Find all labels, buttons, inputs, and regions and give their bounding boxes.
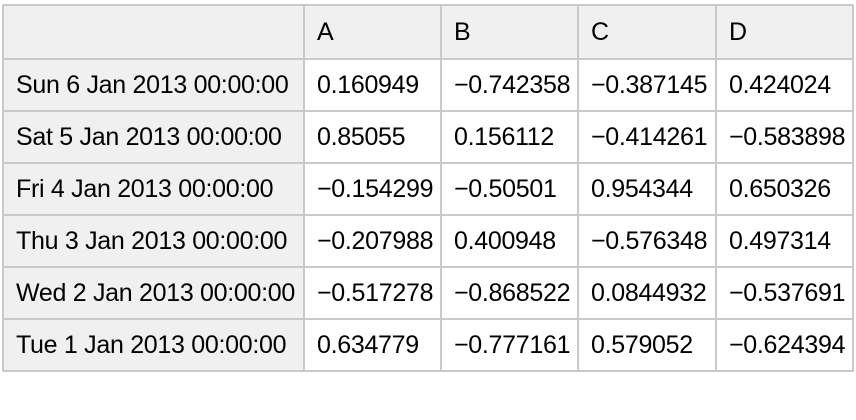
column-header-c: C — [577, 4, 717, 60]
column-header-d: D — [715, 4, 854, 60]
table-cell: −0.154299 — [303, 162, 442, 216]
column-header-b: B — [440, 4, 579, 60]
table-row: Wed 2 Jan 2013 00:00:00 −0.517278 −0.868… — [2, 266, 854, 320]
table-cell: 0.497314 — [715, 214, 854, 268]
table-cell: −0.868522 — [440, 266, 579, 320]
row-index-label: Fri 4 Jan 2013 00:00:00 — [2, 162, 305, 216]
table-cell: −0.517278 — [303, 266, 442, 320]
row-index-label: Tue 1 Jan 2013 00:00:00 — [2, 318, 305, 372]
table-row: Fri 4 Jan 2013 00:00:00 −0.154299 −0.505… — [2, 162, 854, 216]
table-cell: 0.954344 — [577, 162, 717, 216]
row-index-label: Thu 3 Jan 2013 00:00:00 — [2, 214, 305, 268]
table-cell: −0.583898 — [715, 110, 854, 164]
table-cell: 0.156112 — [440, 110, 579, 164]
table-cell: 0.160949 — [303, 58, 442, 112]
table-cell: −0.624394 — [715, 318, 854, 372]
column-header-a: A — [303, 4, 442, 60]
row-index-label: Wed 2 Jan 2013 00:00:00 — [2, 266, 305, 320]
row-index-label: Sat 5 Jan 2013 00:00:00 — [2, 110, 305, 164]
table-cell: −0.207988 — [303, 214, 442, 268]
table-row: Sun 6 Jan 2013 00:00:00 0.160949 −0.7423… — [2, 58, 854, 112]
table-cell: −0.414261 — [577, 110, 717, 164]
table-cell: 0.0844932 — [577, 266, 717, 320]
table-cell: 0.650326 — [715, 162, 854, 216]
table-cell: −0.50501 — [440, 162, 579, 216]
table-cell: −0.777161 — [440, 318, 579, 372]
table-cell: 0.634779 — [303, 318, 442, 372]
table-cell: 0.85055 — [303, 110, 442, 164]
table-cell: 0.579052 — [577, 318, 717, 372]
table-row: Tue 1 Jan 2013 00:00:00 0.634779 −0.7771… — [2, 318, 854, 372]
table-row: Sat 5 Jan 2013 00:00:00 0.85055 0.156112… — [2, 110, 854, 164]
row-index-label: Sun 6 Jan 2013 00:00:00 — [2, 58, 305, 112]
table-cell: −0.537691 — [715, 266, 854, 320]
index-header-cell — [2, 4, 305, 60]
table-cell: −0.742358 — [440, 58, 579, 112]
table-cell: −0.387145 — [577, 58, 717, 112]
dataframe-table: A B C D Sun 6 Jan 2013 00:00:00 0.160949… — [2, 4, 854, 372]
table-cell: 0.424024 — [715, 58, 854, 112]
header-row: A B C D — [2, 4, 854, 60]
table-cell: −0.576348 — [577, 214, 717, 268]
table-row: Thu 3 Jan 2013 00:00:00 −0.207988 0.4009… — [2, 214, 854, 268]
table-cell: 0.400948 — [440, 214, 579, 268]
